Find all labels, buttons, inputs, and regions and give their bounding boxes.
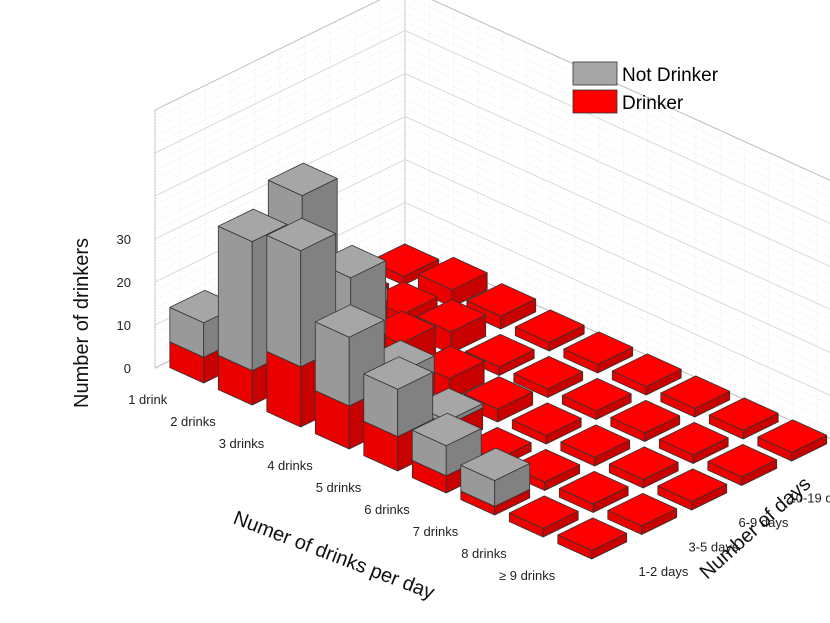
y-tick-label: 10-19 days bbox=[789, 490, 830, 505]
gridline bbox=[154, 81, 406, 205]
gridline bbox=[154, 227, 406, 352]
gridline bbox=[154, 141, 406, 266]
gridline bbox=[154, 64, 406, 188]
z-tick-label: 0 bbox=[124, 361, 131, 376]
bar-drinker-1-4 bbox=[417, 256, 488, 308]
bar-drinker-8-0 bbox=[557, 517, 628, 560]
bar-not-drinker-3-0 bbox=[314, 304, 385, 407]
gridline bbox=[154, 38, 406, 162]
gridline bbox=[154, 98, 406, 223]
gridline bbox=[154, 55, 406, 180]
bar-drinker-6-3 bbox=[610, 399, 681, 442]
legend-label: Not Drinker bbox=[622, 65, 719, 86]
gridline bbox=[154, 90, 406, 214]
gridline bbox=[154, 133, 406, 257]
bars-layer bbox=[169, 162, 828, 560]
gridline bbox=[404, 210, 830, 405]
gridline bbox=[154, 30, 406, 154]
gridline bbox=[154, 184, 406, 309]
gridline bbox=[154, 193, 406, 317]
gridline bbox=[404, 236, 830, 431]
gridline bbox=[154, 150, 406, 274]
gridline bbox=[154, 219, 406, 343]
gridline bbox=[404, 176, 830, 370]
bar-drinker-7-1 bbox=[558, 470, 629, 513]
x-tick-label: 1 drink bbox=[128, 392, 168, 407]
bar-drinker-7-0 bbox=[508, 495, 579, 538]
gridline bbox=[154, 107, 406, 231]
x-tick-label: ≥ 9 drinks bbox=[499, 568, 556, 583]
z-tick-label: 10 bbox=[117, 318, 131, 333]
gridline bbox=[404, 90, 830, 284]
gridline bbox=[154, 4, 406, 128]
bar-drinker-5-4 bbox=[611, 353, 682, 396]
bar-drinker-3-4 bbox=[514, 309, 585, 352]
legend: Not Drinker Drinker bbox=[572, 61, 719, 114]
gridline bbox=[404, 30, 830, 224]
z-tick-label: 20 bbox=[117, 275, 131, 290]
legend-swatch bbox=[572, 61, 618, 86]
gridline bbox=[154, 210, 406, 334]
bar-drinker-7-2 bbox=[608, 446, 679, 489]
bar-not-drinker-6-0 bbox=[460, 447, 531, 507]
gridline bbox=[154, 47, 406, 171]
bar-drinker-5-3 bbox=[561, 377, 632, 420]
gridline bbox=[154, 21, 406, 145]
bar-drinker-7-4 bbox=[708, 397, 779, 440]
gridline bbox=[404, 21, 830, 216]
bar-drinker-6-4 bbox=[660, 375, 731, 418]
legend-swatch bbox=[572, 89, 618, 114]
bar-drinker-4-4 bbox=[563, 331, 634, 374]
gridline bbox=[154, 176, 406, 300]
gridline bbox=[154, 0, 398, 119]
x-tick-label: 7 drinks bbox=[413, 524, 459, 539]
gridline bbox=[404, 47, 830, 241]
gridline bbox=[404, 98, 830, 293]
y-tick-label: 1-2 days bbox=[639, 564, 689, 579]
gridline bbox=[404, 159, 830, 353]
z-axis-label: Number of drinkers bbox=[71, 238, 93, 408]
y-tick-label: 3-5 days bbox=[689, 539, 739, 554]
bar-drinker-8-2 bbox=[657, 468, 728, 511]
bar-drinker-8-1 bbox=[607, 492, 678, 535]
gridline bbox=[404, 107, 830, 302]
gridline bbox=[404, 38, 830, 233]
gridline bbox=[404, 167, 830, 362]
gridline bbox=[404, 219, 830, 413]
bar-drinker-5-2 bbox=[511, 402, 582, 445]
gridline bbox=[404, 81, 830, 276]
gridline bbox=[404, 12, 830, 207]
gridline bbox=[154, 12, 406, 137]
bar-not-drinker-5-0 bbox=[411, 412, 482, 477]
gridline bbox=[154, 167, 406, 291]
bar-not-drinker-4-0 bbox=[363, 356, 434, 438]
bar-drinker-7-3 bbox=[658, 421, 729, 464]
x-tick-label: 2 drinks bbox=[170, 414, 216, 429]
gridline bbox=[404, 141, 830, 336]
x-tick-label: 3 drinks bbox=[219, 436, 265, 451]
z-tick-label: 30 bbox=[117, 232, 131, 247]
x-axis-label: Numer of drinks per day bbox=[230, 507, 437, 604]
bar-drinker-6-2 bbox=[560, 424, 631, 467]
x-tick-label: 4 drinks bbox=[267, 458, 313, 473]
gridline bbox=[404, 227, 830, 422]
legend-label: Drinker bbox=[622, 93, 684, 114]
x-tick-label: 5 drinks bbox=[316, 480, 362, 495]
y-tick-label: 6-9 days bbox=[739, 515, 789, 530]
bar-drinker-8-3 bbox=[707, 443, 778, 486]
grid-walls bbox=[154, 0, 830, 439]
x-tick-label: 8 drinks bbox=[461, 546, 507, 561]
bar-drinker-8-4 bbox=[757, 419, 828, 462]
gridline bbox=[154, 124, 406, 248]
gridline bbox=[404, 150, 830, 345]
x-tick-label: 6 drinks bbox=[364, 502, 410, 517]
bar-drinker-4-3 bbox=[513, 355, 584, 398]
